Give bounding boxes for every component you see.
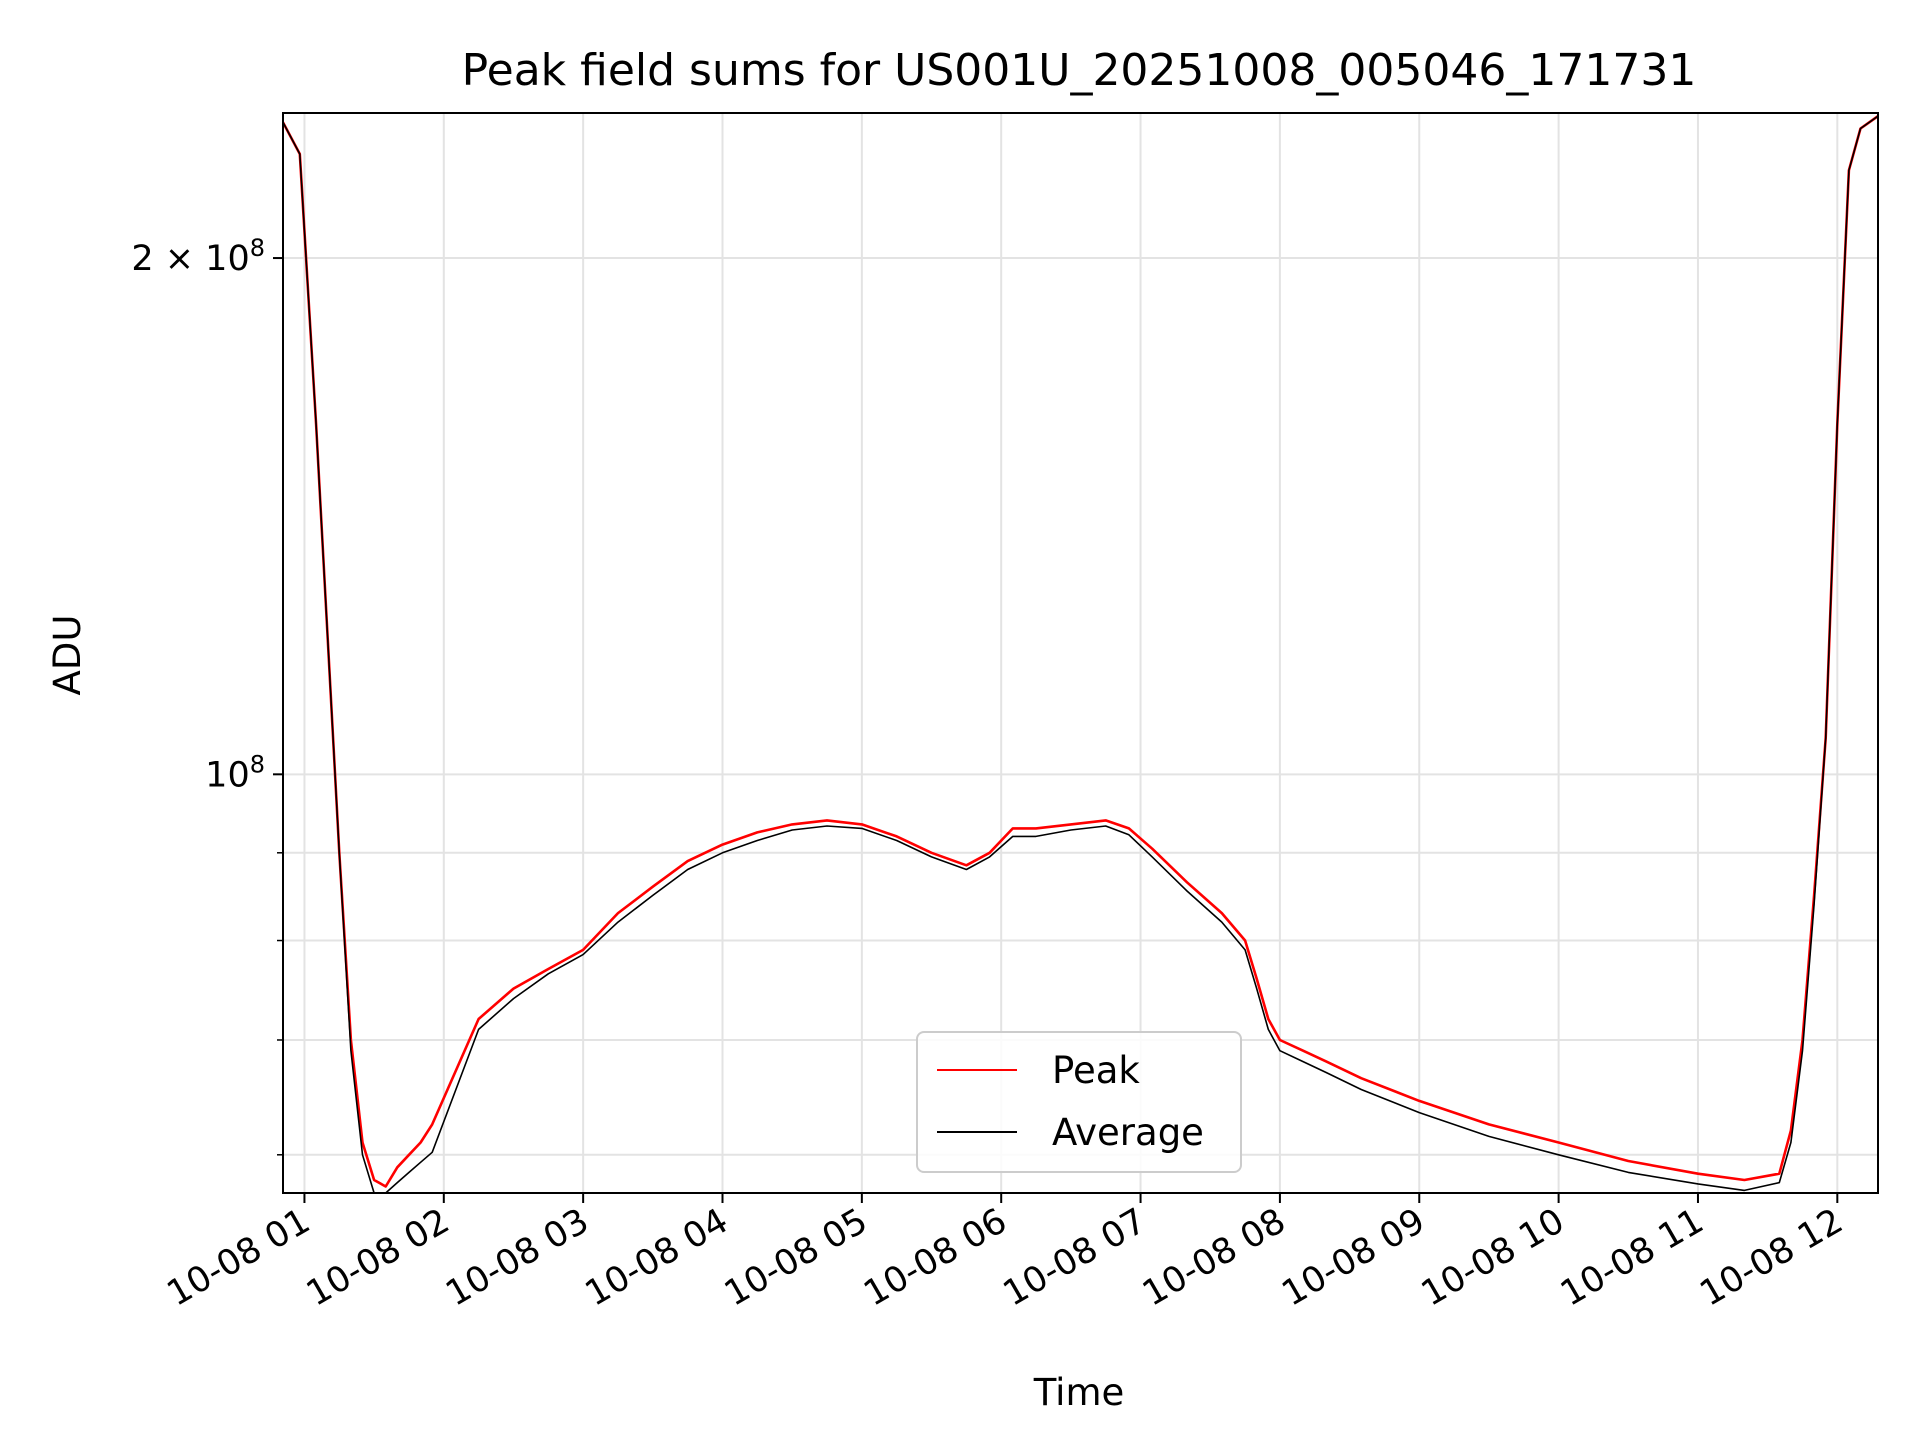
chart-title: Peak field sums for US001U_20251008_0050…	[462, 45, 1697, 96]
series-line-peak	[283, 115, 1878, 1188]
x-axis-label: Time	[1033, 1371, 1125, 1414]
x-gridlines	[303, 113, 1839, 1193]
legend-box	[916, 1031, 1242, 1173]
y-tick-label: 2 × 108	[131, 234, 265, 279]
y-axis-label: ADU	[46, 615, 89, 696]
series-layer	[283, 115, 1878, 1193]
y-axis: 108 2 × 108	[131, 234, 283, 1156]
plot-frame	[282, 112, 1879, 1194]
y-tick-label: 108	[205, 750, 265, 795]
legend-label-average: Average	[1052, 1111, 1204, 1154]
series-line-average	[283, 115, 1878, 1193]
legend-label-peak: Peak	[1052, 1049, 1140, 1092]
legend: Peak Average	[916, 1031, 1242, 1173]
